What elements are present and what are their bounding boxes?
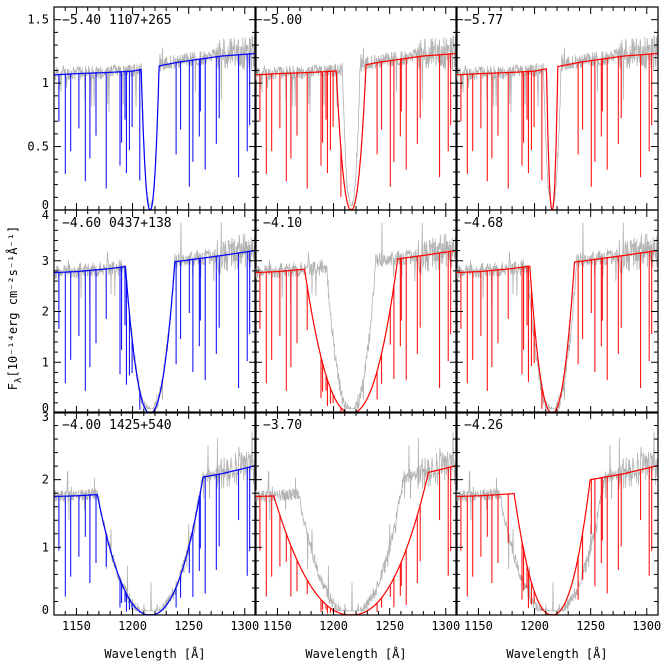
panel-abundance-label: −4.00	[62, 418, 101, 433]
panel-frame	[254, 411, 458, 616]
x-tick-label: 1300	[632, 619, 661, 633]
panel-star-label: 1425+540	[109, 418, 172, 433]
y-tick-label: 1	[42, 76, 49, 90]
observed-spectrum	[54, 222, 256, 410]
model-spectrum	[456, 464, 658, 615]
x-tick-label: 1300	[230, 619, 259, 633]
panel-r2c0: 0 1 2 3 1150 1200 1250 1300 −4.00 1425+540	[42, 410, 259, 633]
observed-spectrum	[255, 431, 457, 613]
observed-spectrum	[54, 431, 256, 613]
x-axis-title: Wavelength [Å]	[104, 646, 205, 661]
y-tick-label: 0	[42, 198, 49, 212]
x-tick-label: 1150	[62, 619, 91, 633]
y-tick-label: 2	[42, 473, 49, 487]
observed-spectrum	[255, 222, 457, 410]
panel-r1c1: −4.10	[254, 209, 458, 414]
x-tick-label: 1200	[319, 619, 348, 633]
model-spectrum	[54, 249, 256, 413]
model-spectrum	[456, 249, 658, 413]
panel-r1c0: 0 1 2 3 4 −4.60 0437+138	[42, 208, 257, 415]
x-tick-label: 1300	[431, 619, 460, 633]
model-spectrum	[54, 52, 256, 210]
observed-spectrum	[255, 34, 457, 207]
y-tick-label: 0	[42, 401, 49, 415]
panel-abundance-label: −4.60	[62, 216, 101, 231]
observed-spectrum	[456, 222, 658, 410]
x-tick-label: 1250	[375, 619, 404, 633]
y-axis-title: Fλ[10⁻¹⁴erg cm⁻²s⁻¹Å⁻¹]	[5, 226, 24, 390]
y-tick-label: 0.5	[27, 140, 49, 154]
model-spectrum	[255, 464, 457, 615]
y-tick-label: 2	[42, 305, 49, 319]
model-spectrum	[456, 52, 658, 210]
y-tick-label: 1	[42, 355, 49, 369]
y-tick-label: 1.5	[27, 13, 49, 27]
x-tick-label: 1150	[263, 619, 292, 633]
panel-r2c2: 1150 1200 1250 1300 −4.26	[455, 411, 661, 633]
panel-abundance-label: −5.00	[263, 13, 302, 28]
panel-r0c0: 0 0.5 1 1.5 −5.40 1107+265	[27, 6, 257, 212]
observed-spectrum	[456, 431, 658, 613]
y-tick-label: 3	[42, 254, 49, 268]
y-tick-label: 4	[42, 208, 49, 222]
model-spectrum	[255, 52, 457, 210]
panel-frame	[53, 411, 257, 616]
panel-star-label: 1107+265	[109, 13, 172, 28]
panel-abundance-label: −4.10	[263, 216, 302, 231]
x-tick-label: 1150	[464, 619, 493, 633]
panel-star-label: 0437+138	[109, 216, 172, 231]
x-axis-titles: Wavelength [Å] Wavelength [Å] Wavelength […	[104, 646, 607, 661]
x-tick-label: 1250	[174, 619, 203, 633]
y-tick-label: 0	[42, 603, 49, 617]
y-tick-label: 3	[42, 410, 49, 424]
panel-abundance-label: −5.77	[464, 13, 503, 28]
panel-r0c2: −5.77	[455, 6, 659, 211]
panel-r1c2: −4.68	[455, 209, 659, 414]
panel-frame	[254, 209, 458, 414]
panel-frame	[455, 411, 659, 616]
panel-abundance-label: −4.68	[464, 216, 503, 231]
x-tick-label: 1250	[576, 619, 605, 633]
panel-frame	[455, 209, 659, 414]
panel-r2c1: 1150 1200 1250 1300 −3.70	[254, 411, 460, 633]
panel-r0c1: −5.00	[254, 6, 458, 211]
y-tick-label: 1	[42, 540, 49, 554]
panel-abundance-label: −3.70	[263, 418, 302, 433]
model-spectrum	[54, 464, 256, 615]
panel-frame	[53, 209, 257, 414]
panel-abundance-label: −5.40	[62, 13, 101, 28]
panel-abundance-label: −4.26	[464, 418, 503, 433]
x-axis-title: Wavelength [Å]	[506, 646, 607, 661]
x-axis-title: Wavelength [Å]	[305, 646, 406, 661]
panel-frame	[254, 6, 458, 211]
x-tick-label: 1200	[520, 619, 549, 633]
x-tick-label: 1200	[118, 619, 147, 633]
panels-layer: 0 0.5 1 1.5 −5.40 1107+265 −5.00 −5.77 0 1 2 3 4 −4.6…	[27, 6, 661, 633]
